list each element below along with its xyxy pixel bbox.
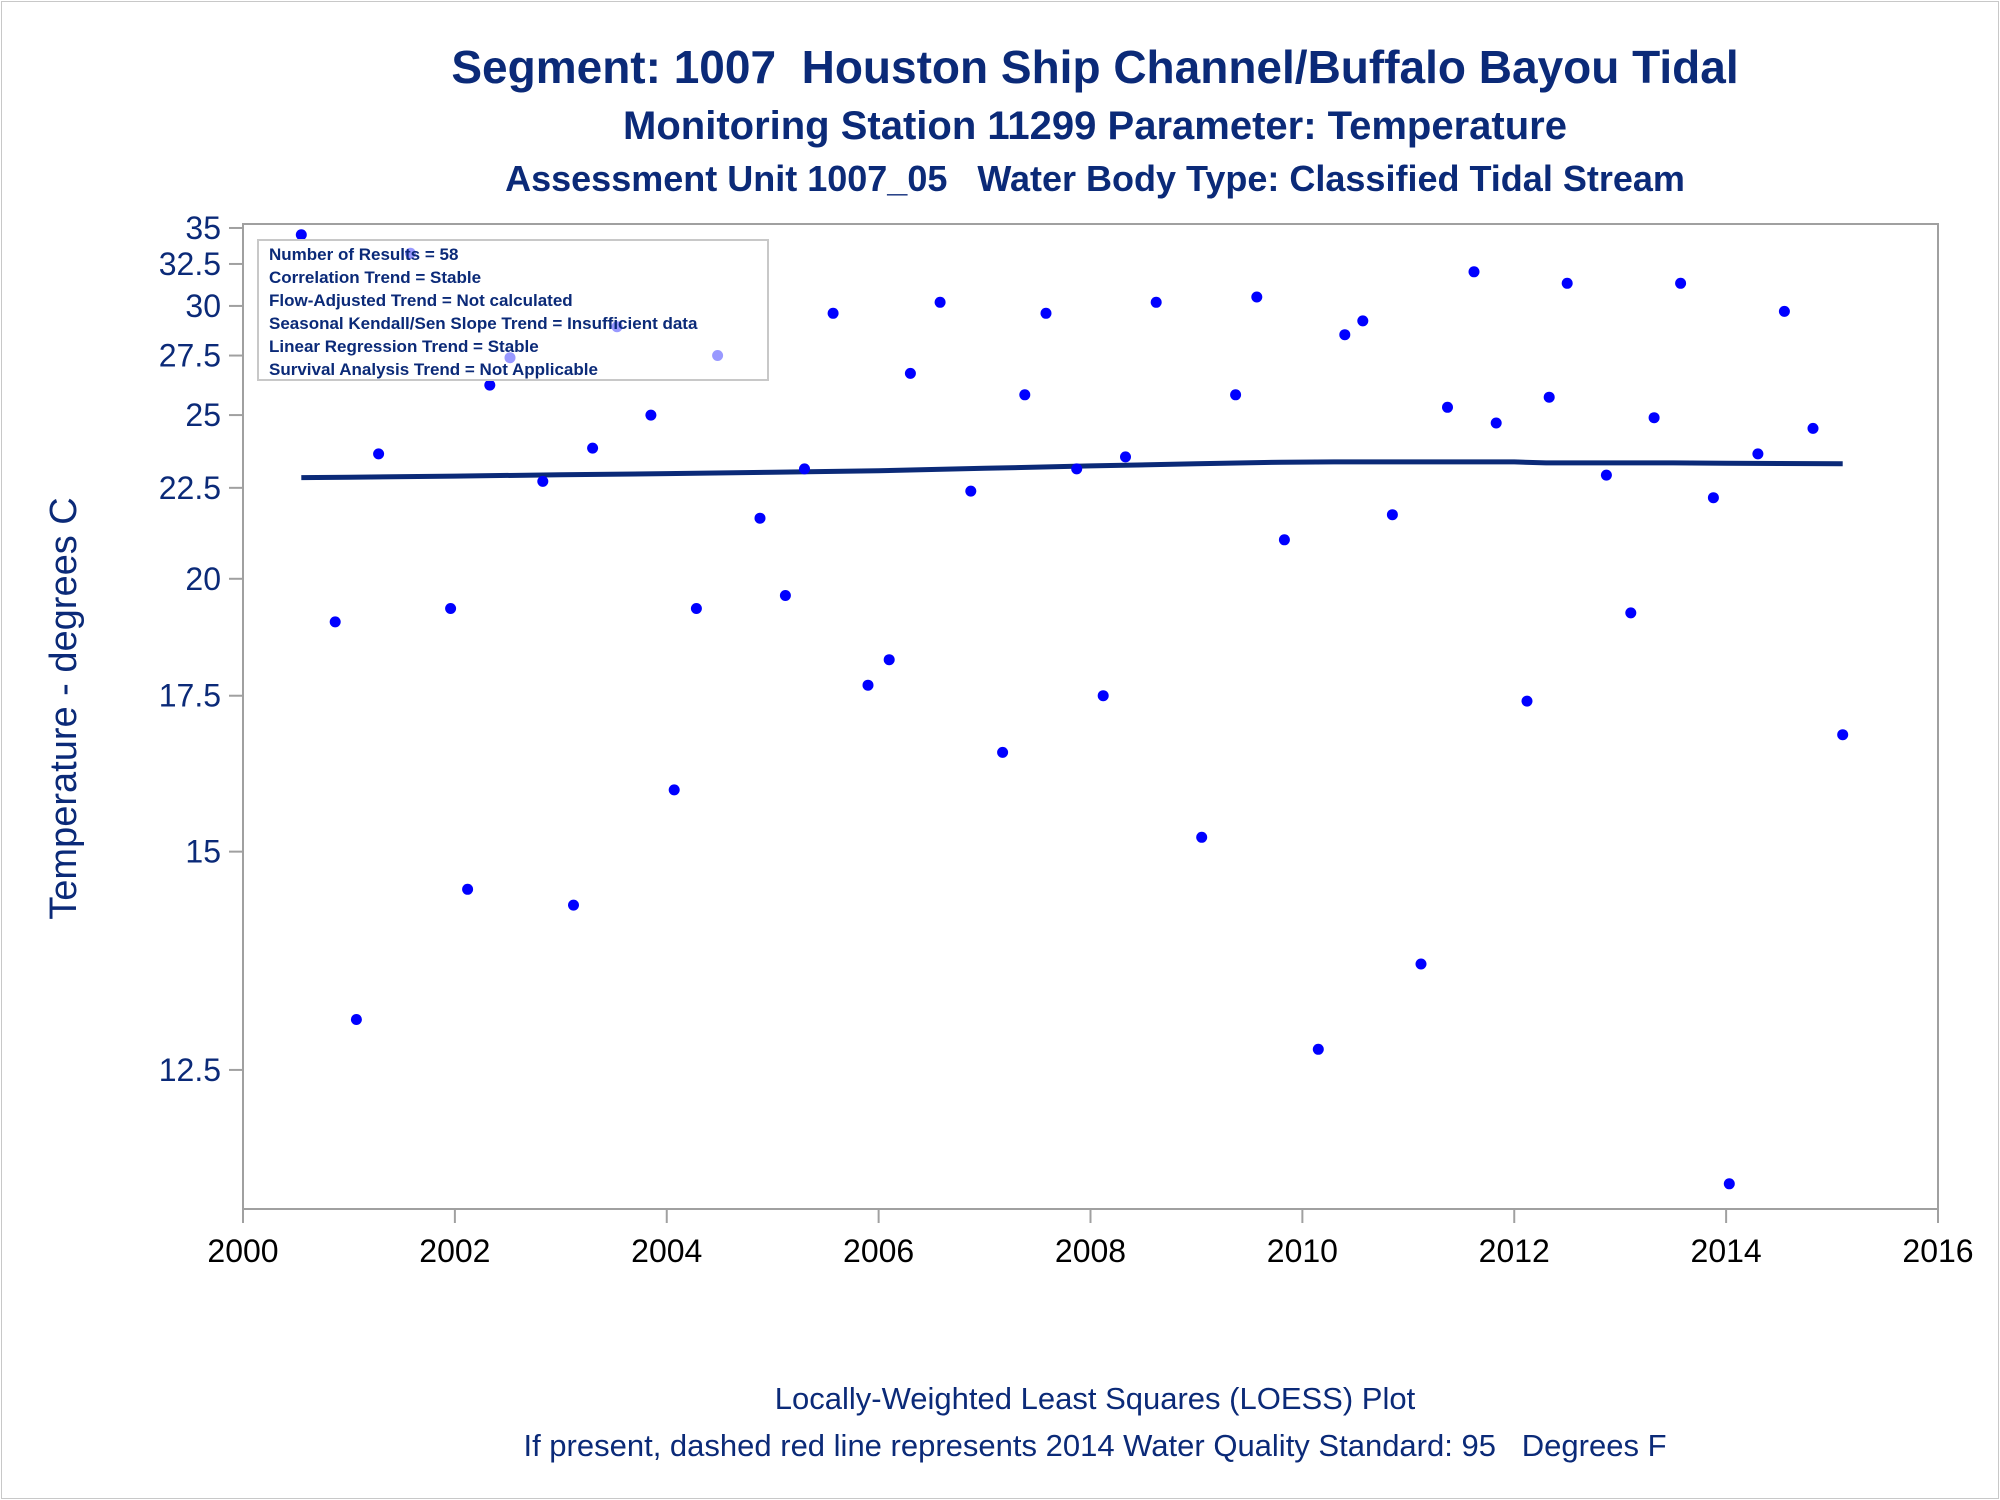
loess-trend — [301, 459, 1843, 481]
data-point — [690, 603, 702, 614]
y-tick-label: 35 — [185, 210, 221, 246]
y-axis-title: Temperature - degrees C — [43, 497, 85, 919]
data-point — [1230, 389, 1242, 401]
data-point — [1312, 1043, 1324, 1055]
data-point — [645, 409, 657, 421]
data-point — [827, 307, 839, 319]
data-point — [1600, 469, 1612, 481]
data-point — [1415, 958, 1427, 970]
data-point — [1723, 1178, 1735, 1190]
y-tick-label: 17.5 — [159, 678, 221, 714]
x-axis: 2000 2002 2004 2006 2008 2010 2012 2014 2016 — [207, 1209, 1974, 1269]
y-tick-label: 20 — [185, 561, 221, 597]
x-tick-label: 2008 — [1055, 1233, 1126, 1269]
inset-line: Seasonal Kendall/Sen Slope Trend = Insuf… — [269, 314, 698, 333]
y-tick-label: 12.5 — [159, 1052, 221, 1088]
footnote-standard: If present, dashed red line represents 2… — [523, 1428, 1667, 1463]
data-point — [1120, 451, 1131, 463]
data-point — [1278, 534, 1290, 546]
data-point — [799, 463, 810, 475]
stats-inset-box — [257, 239, 769, 381]
data-point — [997, 746, 1009, 758]
data-point — [1442, 401, 1453, 413]
y-tick-label: 32.5 — [159, 246, 221, 282]
chart-subtitle: Monitoring Station 11299 Parameter: Temp… — [623, 104, 1567, 148]
data-point — [1625, 607, 1637, 619]
data-point — [1561, 277, 1573, 289]
loess-line — [301, 459, 1843, 481]
y-axis: 12.5 15 17.5 20 22.5 25 27.5 30 32.535 — [159, 210, 243, 1088]
data-point — [568, 899, 579, 911]
chart-subtitle-2: Assessment Unit 1007_05 Water Body Type:… — [505, 158, 1685, 199]
x-tick-label: 2016 — [1902, 1233, 1973, 1269]
data-point — [1807, 422, 1819, 434]
data-point — [754, 512, 766, 524]
data-point — [1468, 266, 1480, 278]
data-point — [934, 296, 946, 308]
data-point — [295, 229, 307, 241]
data-point — [1150, 296, 1162, 308]
inset-line: Correlation Trend = Stable — [269, 268, 481, 287]
y-tick-label: 15 — [185, 834, 221, 870]
data-point — [904, 367, 916, 379]
footnote-loess: Locally-Weighted Least Squares (LOESS) P… — [774, 1381, 1416, 1416]
data-point — [1707, 492, 1719, 504]
data-point — [587, 442, 599, 454]
inset-line: Linear Regression Trend = Stable — [269, 337, 539, 356]
chart-title: Segment: 1007 Houston Ship Channel/Buffa… — [451, 41, 1739, 93]
data-point — [862, 679, 874, 691]
data-point — [537, 475, 549, 487]
data-point — [1097, 690, 1109, 702]
x-tick-label: 2010 — [1267, 1233, 1338, 1269]
data-point — [1490, 417, 1502, 429]
stats-inset: Number of Results = 58 Correlation Trend … — [257, 239, 769, 381]
data-point — [1357, 315, 1369, 327]
data-point — [1040, 307, 1052, 319]
data-point — [883, 654, 895, 666]
data-point — [484, 379, 496, 391]
data-point — [1648, 412, 1660, 424]
data-point — [1543, 391, 1555, 403]
data-point — [1837, 729, 1849, 741]
data-point — [462, 883, 474, 895]
x-tick-label: 2014 — [1691, 1233, 1762, 1269]
data-point — [668, 784, 680, 796]
x-tick-label: 2006 — [843, 1233, 914, 1269]
x-tick-label: 2004 — [631, 1233, 702, 1269]
x-tick-label: 2000 — [207, 1233, 278, 1269]
y-tick-label: 22.5 — [159, 470, 221, 506]
x-tick-label: 2012 — [1479, 1233, 1550, 1269]
data-point — [1251, 291, 1263, 303]
data-point — [779, 590, 791, 601]
data-point — [329, 616, 341, 628]
y-tick-label: 27.5 — [159, 338, 221, 374]
inset-line: Survival Analysis Trend = Not Applicable — [269, 360, 598, 379]
x-tick-label: 2002 — [419, 1233, 490, 1269]
y-tick-label: 25 — [185, 397, 221, 433]
data-point — [965, 485, 977, 497]
y-tick-label: 30 — [185, 288, 221, 324]
data-point — [373, 448, 385, 460]
data-point — [1019, 389, 1031, 401]
data-point — [1196, 831, 1208, 843]
inset-line: Number of Results = 58 — [269, 245, 458, 264]
data-point — [1675, 277, 1687, 289]
data-point — [1778, 305, 1790, 317]
data-point — [445, 603, 457, 614]
data-points — [295, 229, 1849, 1190]
inset-line: Flow-Adjusted Trend = Not calculated — [269, 291, 573, 310]
data-point — [1071, 463, 1083, 475]
data-point — [1339, 329, 1351, 341]
data-point — [1752, 448, 1764, 460]
data-point — [1386, 509, 1398, 521]
data-point — [350, 1014, 362, 1025]
data-point — [1521, 695, 1533, 707]
